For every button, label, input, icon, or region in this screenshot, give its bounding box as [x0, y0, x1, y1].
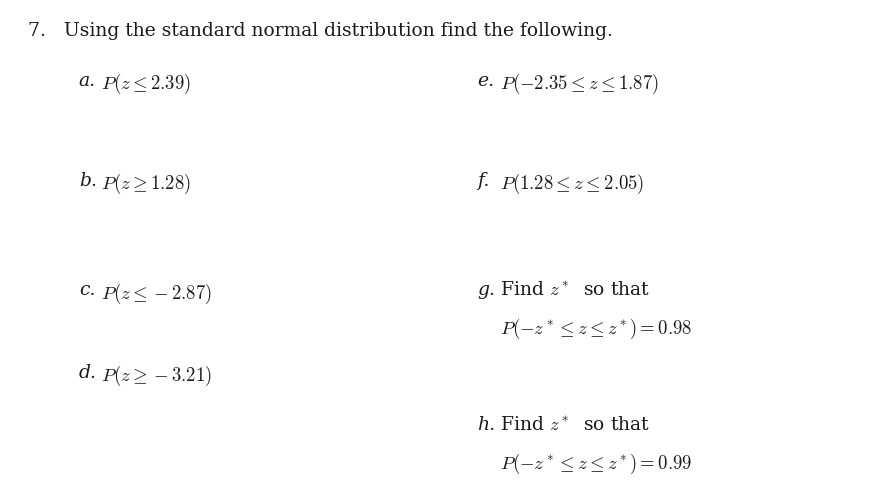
Text: $P(z \leq 2.39)$: $P(z \leq 2.39)$ [101, 72, 191, 97]
Text: $P(z \leq -2.87)$: $P(z \leq -2.87)$ [101, 281, 212, 306]
Text: f.: f. [477, 172, 489, 190]
Text: Find $z^*$  so that: Find $z^*$ so that [500, 281, 651, 299]
Text: e.: e. [477, 72, 494, 90]
Text: 7.   Using the standard normal distribution find the following.: 7. Using the standard normal distributio… [28, 22, 612, 40]
Text: $P(z \geq -3.21)$: $P(z \geq -3.21)$ [101, 364, 212, 388]
Text: Find $z^*$  so that: Find $z^*$ so that [500, 416, 651, 434]
Text: $P(1.28 \leq z \leq 2.05)$: $P(1.28 \leq z \leq 2.05)$ [500, 172, 645, 196]
Text: $P(z \geq 1.28)$: $P(z \geq 1.28)$ [101, 172, 191, 196]
Text: $P(-z^* \leq z \leq z^*) = 0.99$: $P(-z^* \leq z \leq z^*) = 0.99$ [500, 452, 693, 476]
Text: $P(-2.35 \leq z \leq 1.87)$: $P(-2.35 \leq z \leq 1.87)$ [500, 72, 660, 97]
Text: d.: d. [79, 364, 97, 381]
Text: $P(-z^* \leq z \leq z^*) = 0.98$: $P(-z^* \leq z \leq z^*) = 0.98$ [500, 317, 693, 342]
Text: g.: g. [477, 281, 495, 299]
Text: c.: c. [79, 281, 95, 299]
Text: b.: b. [79, 172, 97, 190]
Text: h.: h. [477, 416, 495, 434]
Text: a.: a. [79, 72, 96, 90]
